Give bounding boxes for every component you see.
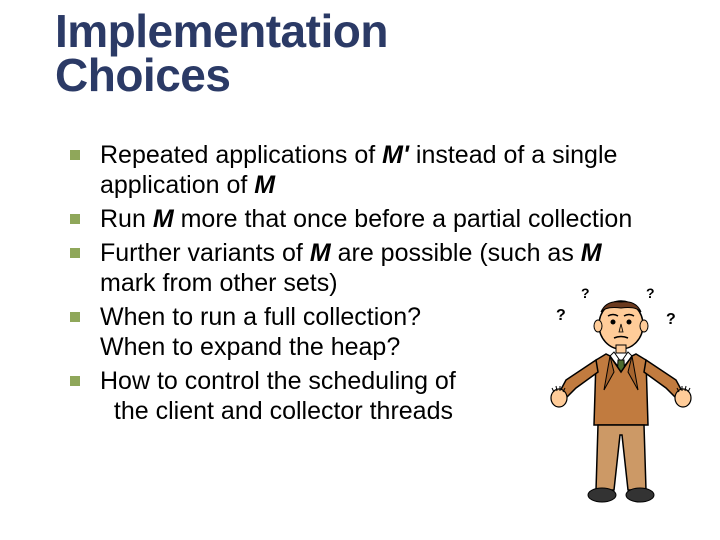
text-span: mark from other sets) <box>100 269 338 297</box>
slide-title: Implementation Choices <box>55 10 388 97</box>
text-span: How to control the scheduling of <box>100 367 456 395</box>
bold-M-span: M' <box>382 141 409 169</box>
svg-text:?: ? <box>581 285 590 301</box>
svg-text:?: ? <box>666 311 676 328</box>
text-span: instead of a single <box>409 141 617 169</box>
text-span: Run <box>100 205 153 233</box>
slide: Implementation Choices Repeated applicat… <box>0 0 720 540</box>
bullet-text: How to control the scheduling of the cli… <box>100 366 456 426</box>
bullet-text: Repeated applications of M' instead of a… <box>100 140 617 200</box>
confused-man-icon: ? ? ? ? <box>546 280 696 506</box>
svg-text:?: ? <box>646 285 655 301</box>
bullet-marker-icon <box>70 150 80 160</box>
text-span: Repeated applications of <box>100 141 382 169</box>
bold-M-span: M <box>254 171 275 199</box>
text-span: application of <box>100 171 254 199</box>
text-span: When to expand the heap? <box>100 333 400 361</box>
svg-text:?: ? <box>556 307 566 324</box>
bullet-marker-icon <box>70 248 80 258</box>
text-span: When to run a full collection? <box>100 303 421 331</box>
text-span: Further variants of <box>100 239 310 267</box>
text-span: the client and collector threads <box>114 397 453 425</box>
bullet-marker-icon <box>70 214 80 224</box>
text-span: are possible (such as <box>331 239 581 267</box>
bullet-text: When to run a full collection? When to e… <box>100 302 421 362</box>
bullet-text: Further variants of M are possible (such… <box>100 238 602 298</box>
bullet-marker-icon <box>70 312 80 322</box>
title-line-2: Choices <box>55 49 230 101</box>
bullet-text: Run M more that once before a partial co… <box>100 204 632 234</box>
bullet-marker-icon <box>70 376 80 386</box>
bold-M-span: M <box>310 239 331 267</box>
bold-M-span: M <box>153 205 174 233</box>
bold-M-span: M <box>581 239 602 267</box>
text-span: more that once before a partial collecti… <box>174 205 633 233</box>
bullet-item: Repeated applications of M' instead of a… <box>70 140 660 200</box>
bullet-item: Run M more that once before a partial co… <box>70 204 660 234</box>
